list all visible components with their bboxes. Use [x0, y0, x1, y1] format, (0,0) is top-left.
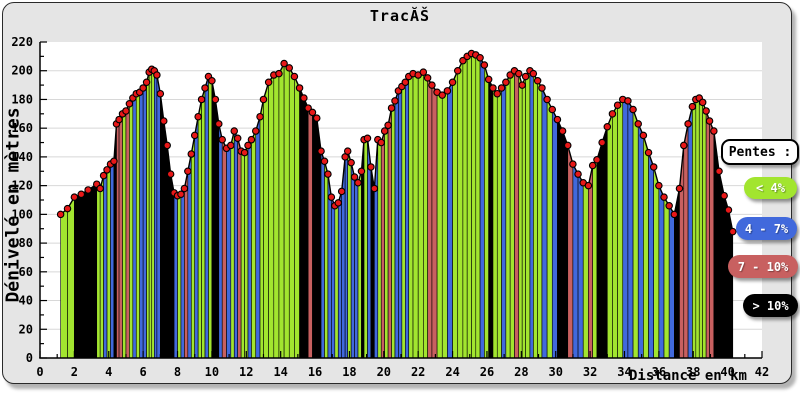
svg-text:140: 140: [11, 150, 33, 164]
legend-pill-slope-4-7: 4 - 7%: [736, 217, 797, 240]
svg-text:6: 6: [140, 365, 147, 379]
x-axis-label: Distance en km: [628, 368, 747, 384]
svg-text:36: 36: [652, 365, 666, 379]
svg-text:42: 42: [755, 365, 769, 379]
svg-text:18: 18: [342, 365, 356, 379]
svg-text:20: 20: [377, 365, 391, 379]
svg-text:220: 220: [11, 35, 33, 49]
svg-text:8: 8: [174, 365, 181, 379]
svg-text:38: 38: [686, 365, 700, 379]
svg-text:200: 200: [11, 64, 33, 78]
data-point-markers: [56, 49, 737, 236]
chart-title: TracĂŠ: [369, 7, 431, 25]
axis-ticks: [39, 41, 763, 359]
y-axis-label: Dénivelé en mètres: [2, 107, 24, 303]
legend-pill-slope-gt10: > 10%: [743, 294, 798, 317]
svg-text:180: 180: [11, 92, 33, 106]
svg-text:60: 60: [19, 265, 33, 279]
svg-text:34: 34: [617, 365, 631, 379]
svg-text:120: 120: [11, 179, 33, 193]
svg-text:24: 24: [445, 365, 459, 379]
svg-text:12: 12: [239, 365, 253, 379]
svg-text:26: 26: [480, 365, 494, 379]
svg-text:80: 80: [19, 236, 33, 250]
svg-text:28: 28: [514, 365, 528, 379]
svg-text:160: 160: [11, 121, 33, 135]
svg-text:10: 10: [205, 365, 219, 379]
svg-text:2: 2: [71, 365, 78, 379]
svg-text:32: 32: [583, 365, 597, 379]
svg-text:22: 22: [411, 365, 425, 379]
svg-text:40: 40: [19, 294, 33, 308]
svg-text:100: 100: [11, 207, 33, 221]
svg-text:30: 30: [548, 365, 562, 379]
svg-text:20: 20: [19, 322, 33, 336]
svg-text:40: 40: [720, 365, 734, 379]
legend-pill-slope-7-10: 7 - 10%: [728, 255, 798, 278]
svg-text:0: 0: [36, 365, 43, 379]
svg-text:4: 4: [105, 365, 112, 379]
svg-text:0: 0: [26, 351, 33, 365]
svg-text:14: 14: [273, 365, 287, 379]
legend-title-badge: Pentes :: [721, 139, 799, 165]
svg-text:16: 16: [308, 365, 322, 379]
legend-pill-slope-lt4: < 4%: [744, 177, 797, 199]
